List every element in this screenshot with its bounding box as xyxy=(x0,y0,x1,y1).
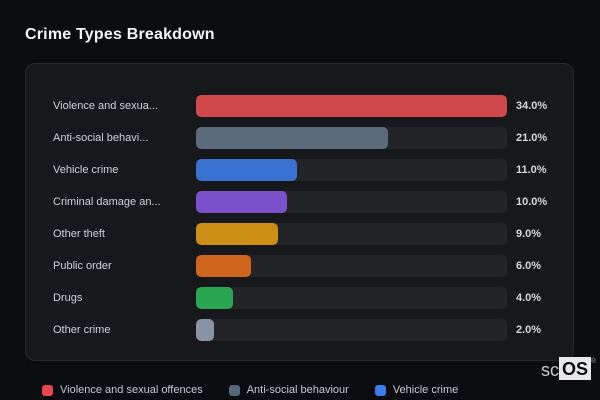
bar-track xyxy=(196,95,507,117)
category-label: Other crime xyxy=(53,324,111,336)
category-label: Other theft xyxy=(53,228,105,240)
page-title: Crime Types Breakdown xyxy=(25,26,215,43)
legend-color-swatch xyxy=(42,384,53,396)
value-label: 21.0% xyxy=(516,132,548,144)
bar-segment[interactable] xyxy=(196,95,507,117)
bar-row: Criminal damage an... 10.0% xyxy=(26,191,573,213)
bar-row: Other theft 9.0% xyxy=(26,223,573,245)
legend-color-swatch xyxy=(374,384,386,396)
category-label: Drugs xyxy=(53,292,83,304)
value-label: 2.0% xyxy=(516,324,542,336)
legend-label: Vehicle crime xyxy=(392,384,459,396)
bar-row: Anti-social behavi... 21.0% xyxy=(26,127,573,149)
category-label: Anti-social behavi... xyxy=(53,132,149,144)
value-label: 10.0% xyxy=(516,196,548,208)
legend-label: Anti-social behaviour xyxy=(246,384,349,396)
logo-text-prefix: sc xyxy=(541,360,559,380)
scos-logo: sc OS ® xyxy=(541,357,596,380)
legend-item[interactable]: Anti-social behaviour xyxy=(228,384,349,396)
bar-segment[interactable] xyxy=(196,127,389,149)
bar-track xyxy=(196,223,507,245)
legend-color-swatch xyxy=(228,384,240,396)
bar-row: Vehicle crime 11.0% xyxy=(26,159,573,181)
bar-segment[interactable] xyxy=(196,223,279,245)
category-label: Violence and sexua... xyxy=(53,100,158,112)
registered-trademark-icon: ® xyxy=(591,358,597,365)
bar-row: Violence and sexua... 34.0% xyxy=(26,95,573,117)
bar-track xyxy=(196,319,507,341)
value-label: 4.0% xyxy=(516,292,542,304)
category-label: Criminal damage an... xyxy=(53,196,161,208)
value-label: 9.0% xyxy=(516,228,542,240)
category-label: Vehicle crime xyxy=(53,164,119,176)
bar-chart: Violence and sexua... 34.0% Anti-social … xyxy=(26,95,573,341)
bar-row: Public order 6.0% xyxy=(26,255,573,277)
chart-panel: Violence and sexua... 34.0% Anti-social … xyxy=(25,63,574,361)
bar-track xyxy=(196,191,507,213)
bar-segment[interactable] xyxy=(196,319,215,341)
bar-segment[interactable] xyxy=(196,287,233,309)
legend-label: Violence and sexual offences xyxy=(60,384,203,396)
logo-text-suffix: OS xyxy=(559,357,592,380)
bar-row: Other crime 2.0% xyxy=(26,319,573,341)
category-label: Public order xyxy=(53,260,112,272)
bar-row: Drugs 4.0% xyxy=(26,287,573,309)
legend-item[interactable]: Vehicle crime xyxy=(374,384,459,396)
value-label: 11.0% xyxy=(516,164,547,176)
bar-track xyxy=(196,255,507,277)
bar-segment[interactable] xyxy=(196,191,288,213)
chart-legend: Violence and sexual offences Anti-social… xyxy=(42,384,458,396)
value-label: 34.0% xyxy=(516,100,548,112)
legend-item[interactable]: Violence and sexual offences xyxy=(42,384,203,396)
bar-track xyxy=(196,127,507,149)
bar-track xyxy=(196,159,507,181)
bar-segment[interactable] xyxy=(196,255,251,277)
value-label: 6.0% xyxy=(516,260,542,272)
bar-segment[interactable] xyxy=(196,159,297,181)
bar-track xyxy=(196,287,507,309)
